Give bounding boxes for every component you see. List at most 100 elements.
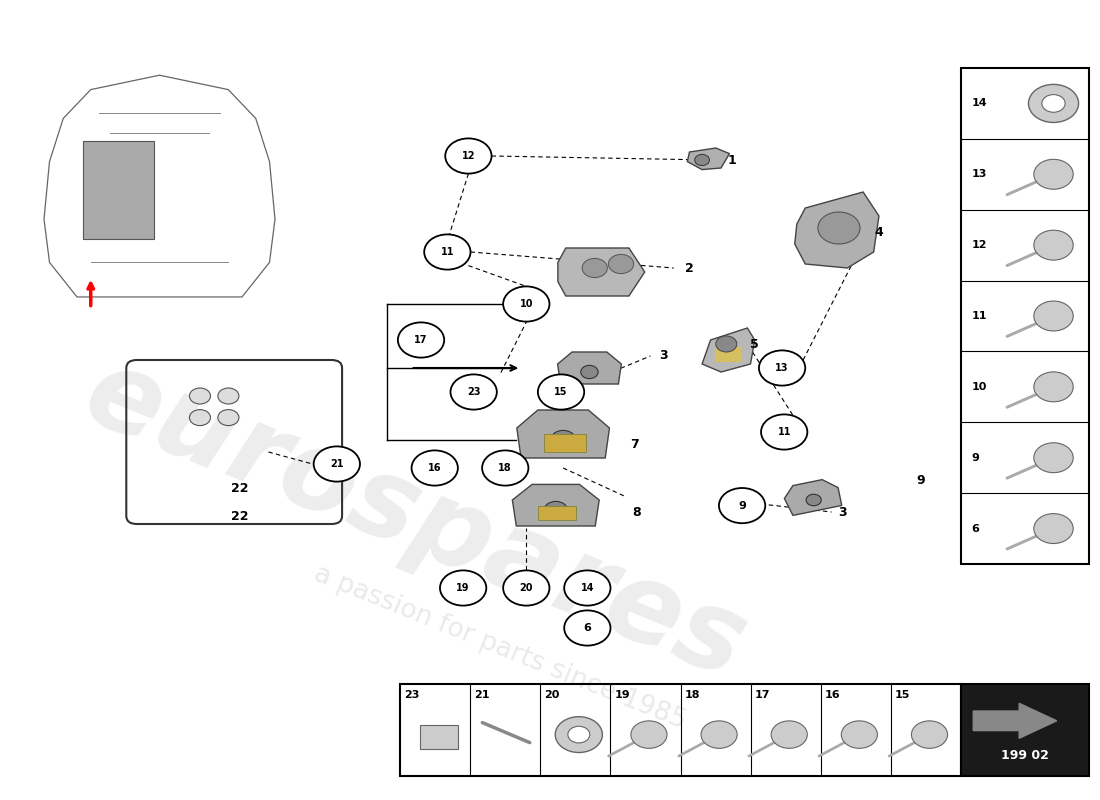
Text: 12: 12 [462, 151, 475, 161]
Text: 17: 17 [755, 690, 770, 701]
Circle shape [912, 721, 947, 748]
Circle shape [550, 430, 575, 450]
Circle shape [538, 374, 584, 410]
Circle shape [581, 366, 598, 378]
Text: 199 02: 199 02 [1001, 750, 1049, 762]
Circle shape [218, 410, 239, 426]
Text: 14: 14 [581, 583, 594, 593]
Text: 11: 11 [778, 427, 791, 437]
Text: 13: 13 [776, 363, 789, 373]
Circle shape [218, 388, 239, 404]
Text: 15: 15 [895, 690, 911, 701]
Text: 19: 19 [456, 583, 470, 593]
FancyBboxPatch shape [419, 725, 458, 749]
Circle shape [564, 570, 611, 606]
Circle shape [398, 322, 444, 358]
Polygon shape [517, 410, 609, 458]
Circle shape [759, 350, 805, 386]
Circle shape [1034, 442, 1074, 473]
Circle shape [451, 374, 497, 410]
Circle shape [1042, 94, 1065, 112]
Circle shape [716, 336, 737, 352]
Text: 23: 23 [404, 690, 419, 701]
Text: 1: 1 [727, 154, 736, 166]
Circle shape [411, 450, 458, 486]
Circle shape [582, 258, 607, 278]
Circle shape [189, 388, 210, 404]
Circle shape [1034, 301, 1074, 331]
Text: 22: 22 [231, 482, 249, 494]
Text: 21: 21 [330, 459, 343, 469]
Text: 19: 19 [615, 690, 630, 701]
Text: 8: 8 [632, 506, 641, 518]
Circle shape [806, 494, 822, 506]
Text: 22: 22 [231, 510, 249, 522]
Circle shape [1034, 230, 1074, 260]
Text: eurospares: eurospares [70, 339, 761, 701]
Polygon shape [513, 485, 600, 526]
Circle shape [543, 502, 568, 519]
Text: 3: 3 [659, 350, 668, 362]
Text: 10: 10 [519, 299, 534, 309]
Text: 12: 12 [971, 240, 987, 250]
Text: 11: 11 [971, 311, 987, 321]
Polygon shape [784, 480, 842, 515]
Text: 16: 16 [825, 690, 840, 701]
Circle shape [1034, 159, 1074, 190]
Circle shape [701, 721, 737, 748]
Text: 6: 6 [583, 623, 592, 633]
Circle shape [568, 726, 590, 743]
Text: 6: 6 [971, 523, 979, 534]
Circle shape [556, 717, 603, 753]
Polygon shape [688, 148, 729, 170]
Polygon shape [794, 192, 879, 268]
Text: 5: 5 [750, 338, 759, 350]
FancyBboxPatch shape [961, 684, 1089, 776]
Polygon shape [82, 142, 154, 239]
Polygon shape [558, 248, 645, 296]
Text: 18: 18 [498, 463, 513, 473]
Circle shape [503, 570, 550, 606]
Text: 18: 18 [684, 690, 701, 701]
Text: 13: 13 [971, 170, 987, 179]
Circle shape [842, 721, 878, 748]
Circle shape [631, 721, 667, 748]
Circle shape [818, 212, 860, 244]
Polygon shape [702, 328, 755, 372]
Text: 20: 20 [519, 583, 534, 593]
Circle shape [771, 721, 807, 748]
Circle shape [564, 610, 611, 646]
Text: 4: 4 [874, 226, 883, 238]
Text: 3: 3 [838, 506, 846, 518]
FancyBboxPatch shape [538, 506, 575, 520]
Circle shape [761, 414, 807, 450]
Circle shape [719, 488, 766, 523]
Text: a passion for parts since 1985: a passion for parts since 1985 [310, 562, 690, 734]
Circle shape [425, 234, 471, 270]
Text: 2: 2 [685, 262, 694, 274]
Text: 15: 15 [554, 387, 568, 397]
Text: 9: 9 [738, 501, 746, 510]
Circle shape [440, 570, 486, 606]
Circle shape [608, 254, 634, 274]
Polygon shape [558, 352, 622, 384]
Circle shape [503, 286, 550, 322]
Text: 9: 9 [916, 474, 925, 486]
FancyBboxPatch shape [544, 434, 586, 452]
Polygon shape [974, 703, 1057, 738]
Text: 7: 7 [630, 438, 639, 450]
Circle shape [695, 154, 710, 166]
Text: 16: 16 [428, 463, 441, 473]
Text: 11: 11 [441, 247, 454, 257]
Text: 14: 14 [971, 98, 987, 109]
Circle shape [1034, 372, 1074, 402]
Circle shape [189, 410, 210, 426]
Text: 9: 9 [971, 453, 979, 462]
Circle shape [446, 138, 492, 174]
FancyBboxPatch shape [715, 347, 741, 362]
Text: 17: 17 [415, 335, 428, 345]
Text: 21: 21 [474, 690, 490, 701]
Circle shape [1028, 84, 1079, 122]
Text: 23: 23 [466, 387, 481, 397]
Circle shape [482, 450, 528, 486]
